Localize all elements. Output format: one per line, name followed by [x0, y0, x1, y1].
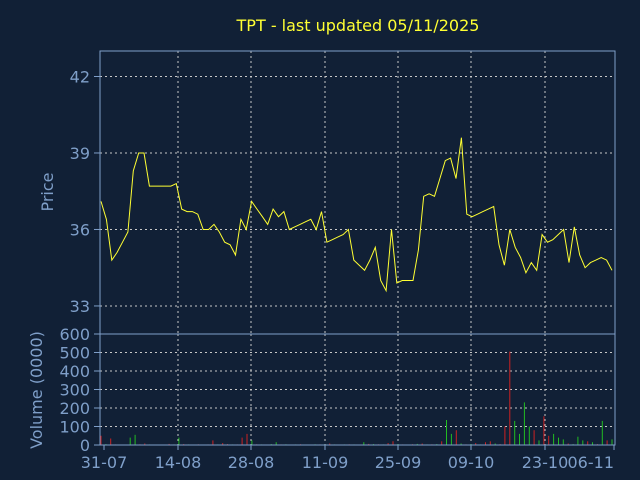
x-tick-label: 14-08	[155, 453, 202, 472]
volume-y-tick-label: 0	[80, 436, 90, 455]
price-axis-label: Price	[38, 172, 57, 211]
x-tick-label: 11-09	[302, 453, 349, 472]
price-y-tick-label: 36	[70, 220, 90, 239]
volume-panel-frame	[99, 333, 616, 446]
x-tick-label: 28-08	[228, 453, 275, 472]
price-y-tick-label: 33	[70, 297, 90, 316]
x-tick-label: 09-10	[448, 453, 495, 472]
price-y-tick-label: 39	[70, 144, 90, 163]
chart-title: TPT - last updated 05/11/2025	[236, 16, 480, 35]
volume-y-tick-label: 500	[59, 344, 90, 363]
x-tick-label: 31-07	[81, 453, 128, 472]
volume-axis-label: Volume (0000)	[27, 331, 46, 449]
x-axis: 31-07 14-08 28-08 11-09 25-09 09-10 23-10 06-11	[81, 445, 615, 472]
x-tick-label: 06-11	[568, 453, 615, 472]
volume-y-tick-label: 600	[59, 325, 90, 344]
volume-y-tick-label: 400	[59, 362, 90, 381]
price-panel: 33 36 39 42 Price	[38, 50, 616, 335]
volume-series	[100, 351, 613, 445]
volume-grid	[100, 334, 615, 445]
price-y-tick-label: 42	[70, 67, 90, 86]
price-series-line	[100, 137, 613, 293]
price-series	[100, 137, 613, 293]
price-grid	[100, 51, 615, 334]
volume-y-tick-label: 200	[59, 399, 90, 418]
x-tick-label: 25-09	[375, 453, 422, 472]
price-y-axis: 33 36 39 42	[70, 67, 100, 316]
price-panel-frame	[99, 50, 616, 335]
volume-y-tick-label: 100	[59, 418, 90, 437]
volume-y-tick-label: 300	[59, 381, 90, 400]
x-tick-label: 23-10	[522, 453, 569, 472]
